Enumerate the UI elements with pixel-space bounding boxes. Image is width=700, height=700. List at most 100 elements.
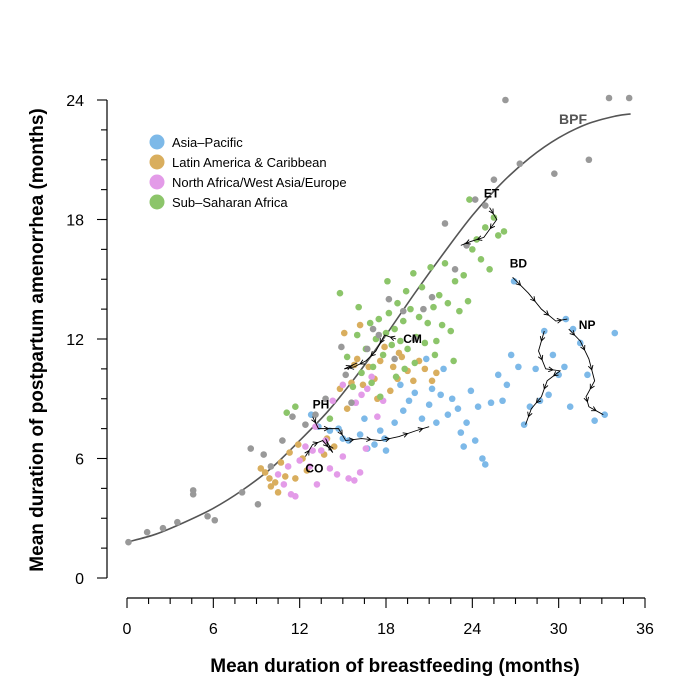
trajectory-arrow: [591, 406, 597, 412]
trajectory-arrow: [537, 354, 544, 361]
data-point: [174, 518, 181, 526]
x-tick-label: 6: [209, 621, 218, 638]
data-point: [460, 271, 468, 279]
data-point: [566, 403, 574, 411]
x-tick-label: 36: [636, 621, 654, 638]
trajectory-arrow: [589, 383, 595, 390]
trajectory-arrow: [312, 441, 319, 447]
data-point: [411, 389, 419, 397]
trajectory-line: [344, 334, 397, 370]
data-point: [254, 501, 262, 508]
data-point: [296, 457, 303, 464]
data-point: [279, 437, 286, 444]
data-point: [551, 170, 558, 177]
data-point: [421, 339, 429, 347]
trajectory-arrow: [515, 280, 522, 286]
data-point: [260, 451, 267, 458]
data-point: [257, 465, 265, 472]
data-point: [411, 359, 419, 367]
data-point: [625, 94, 633, 102]
data-point: [312, 411, 319, 418]
data-point: [359, 381, 367, 389]
data-point: [392, 373, 400, 381]
data-point: [460, 443, 468, 450]
data-point: [302, 443, 309, 450]
data-point: [474, 403, 482, 411]
data-point: [502, 96, 509, 104]
data-point: [355, 303, 362, 311]
data-point: [481, 202, 489, 209]
y-tick-label: 6: [75, 452, 84, 469]
data-point: [358, 391, 365, 399]
data-point: [267, 483, 275, 490]
legend: Asia–Pacific Latin America & Caribbean Nor…: [149, 134, 347, 210]
country-label: PH: [313, 398, 330, 412]
data-point: [286, 449, 293, 456]
data-point: [584, 371, 591, 379]
data-point: [428, 377, 436, 385]
data-point: [281, 473, 289, 480]
data-point: [289, 413, 296, 420]
data-point: [454, 405, 462, 413]
data-point: [376, 357, 384, 365]
data-point: [481, 224, 489, 231]
data-point: [330, 443, 338, 450]
data-point: [422, 355, 430, 363]
trajectory-arrow: [488, 208, 494, 215]
trajectory-arrow: [530, 296, 536, 302]
data-point: [333, 471, 341, 478]
data-point: [292, 475, 299, 482]
data-point: [376, 393, 384, 401]
data-point: [395, 349, 403, 357]
data-point: [477, 256, 485, 263]
data-point: [549, 351, 557, 359]
data-point: [494, 232, 502, 239]
trajectory-lines-group: [304, 207, 604, 457]
country-label: CO: [305, 461, 323, 475]
data-point: [356, 431, 364, 438]
data-point: [388, 341, 396, 349]
data-point: [385, 295, 393, 303]
data-points-group: [125, 94, 633, 546]
x-tick-label: 24: [463, 621, 481, 638]
data-point: [430, 303, 437, 311]
trajectory-arrow: [366, 436, 372, 442]
data-point: [515, 363, 522, 371]
data-point: [339, 435, 347, 442]
data-point: [312, 423, 319, 430]
trajectory-arrow: [527, 411, 533, 418]
data-point: [356, 321, 364, 329]
data-point: [516, 160, 524, 168]
data-point: [362, 445, 370, 452]
trajectory-line: [305, 438, 334, 457]
y-tick-label: 18: [66, 213, 84, 230]
legend-label: Sub–Saharan Africa: [172, 195, 288, 210]
data-point: [428, 385, 436, 393]
data-point: [494, 371, 502, 379]
data-point: [435, 291, 443, 299]
data-point: [322, 395, 329, 403]
data-point: [358, 369, 365, 377]
x-axis-ticks: 0 6 12 18 24 30 36: [123, 598, 654, 638]
legend-label: Asia–Pacific: [172, 135, 243, 150]
data-point: [526, 403, 534, 411]
data-point: [399, 317, 407, 325]
country-label: CM: [403, 332, 422, 346]
data-point: [266, 475, 273, 482]
trajectory-arrow: [379, 337, 385, 344]
data-point: [397, 337, 404, 345]
trajectory-arrow: [556, 318, 563, 324]
data-point: [469, 246, 476, 253]
data-point: [343, 405, 351, 413]
data-point: [451, 277, 459, 285]
data-point: [340, 329, 348, 337]
data-point: [479, 455, 486, 462]
data-point: [284, 463, 292, 470]
data-point: [425, 401, 433, 409]
data-point: [399, 407, 407, 415]
data-point: [125, 538, 132, 546]
data-point: [441, 260, 449, 267]
data-point: [510, 277, 518, 285]
trajectory-arrow: [348, 437, 355, 443]
